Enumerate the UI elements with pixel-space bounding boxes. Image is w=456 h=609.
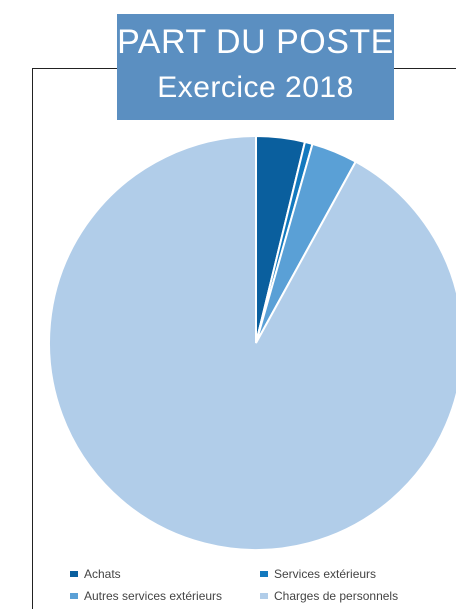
legend-swatch-charges-de-personnels	[260, 593, 268, 599]
chart-title-box: PART DU POSTE Exercice 2018	[117, 14, 394, 120]
pie-slice-charges-de-personnels	[48, 134, 456, 551]
legend-item-achats: Achats	[70, 567, 121, 581]
legend-swatch-achats	[70, 571, 78, 577]
legend-label-autres-services-exterieurs: Autres services extérieurs	[84, 589, 223, 603]
chart-subtitle: Exercice 2018	[157, 71, 354, 104]
legend-label-achats: Achats	[84, 567, 121, 581]
legend-swatch-services-exterieurs	[260, 571, 268, 577]
legend-item-autres-services-exterieurs: Autres services extérieurs	[70, 589, 222, 603]
chart-title: PART DU POSTE	[117, 23, 394, 61]
legend-label-charges-de-personnels: Charges de personnels	[274, 589, 399, 603]
chart-legend: Achats Services extérieurs Autres servic…	[70, 562, 456, 609]
legend-item-services-exterieurs: Services extérieurs	[260, 567, 376, 581]
legend-label-services-exterieurs: Services extérieurs	[274, 567, 377, 581]
legend-item-charges-de-personnels: Charges de personnels	[260, 589, 398, 603]
legend-swatch-autres-services-exterieurs	[70, 593, 78, 599]
